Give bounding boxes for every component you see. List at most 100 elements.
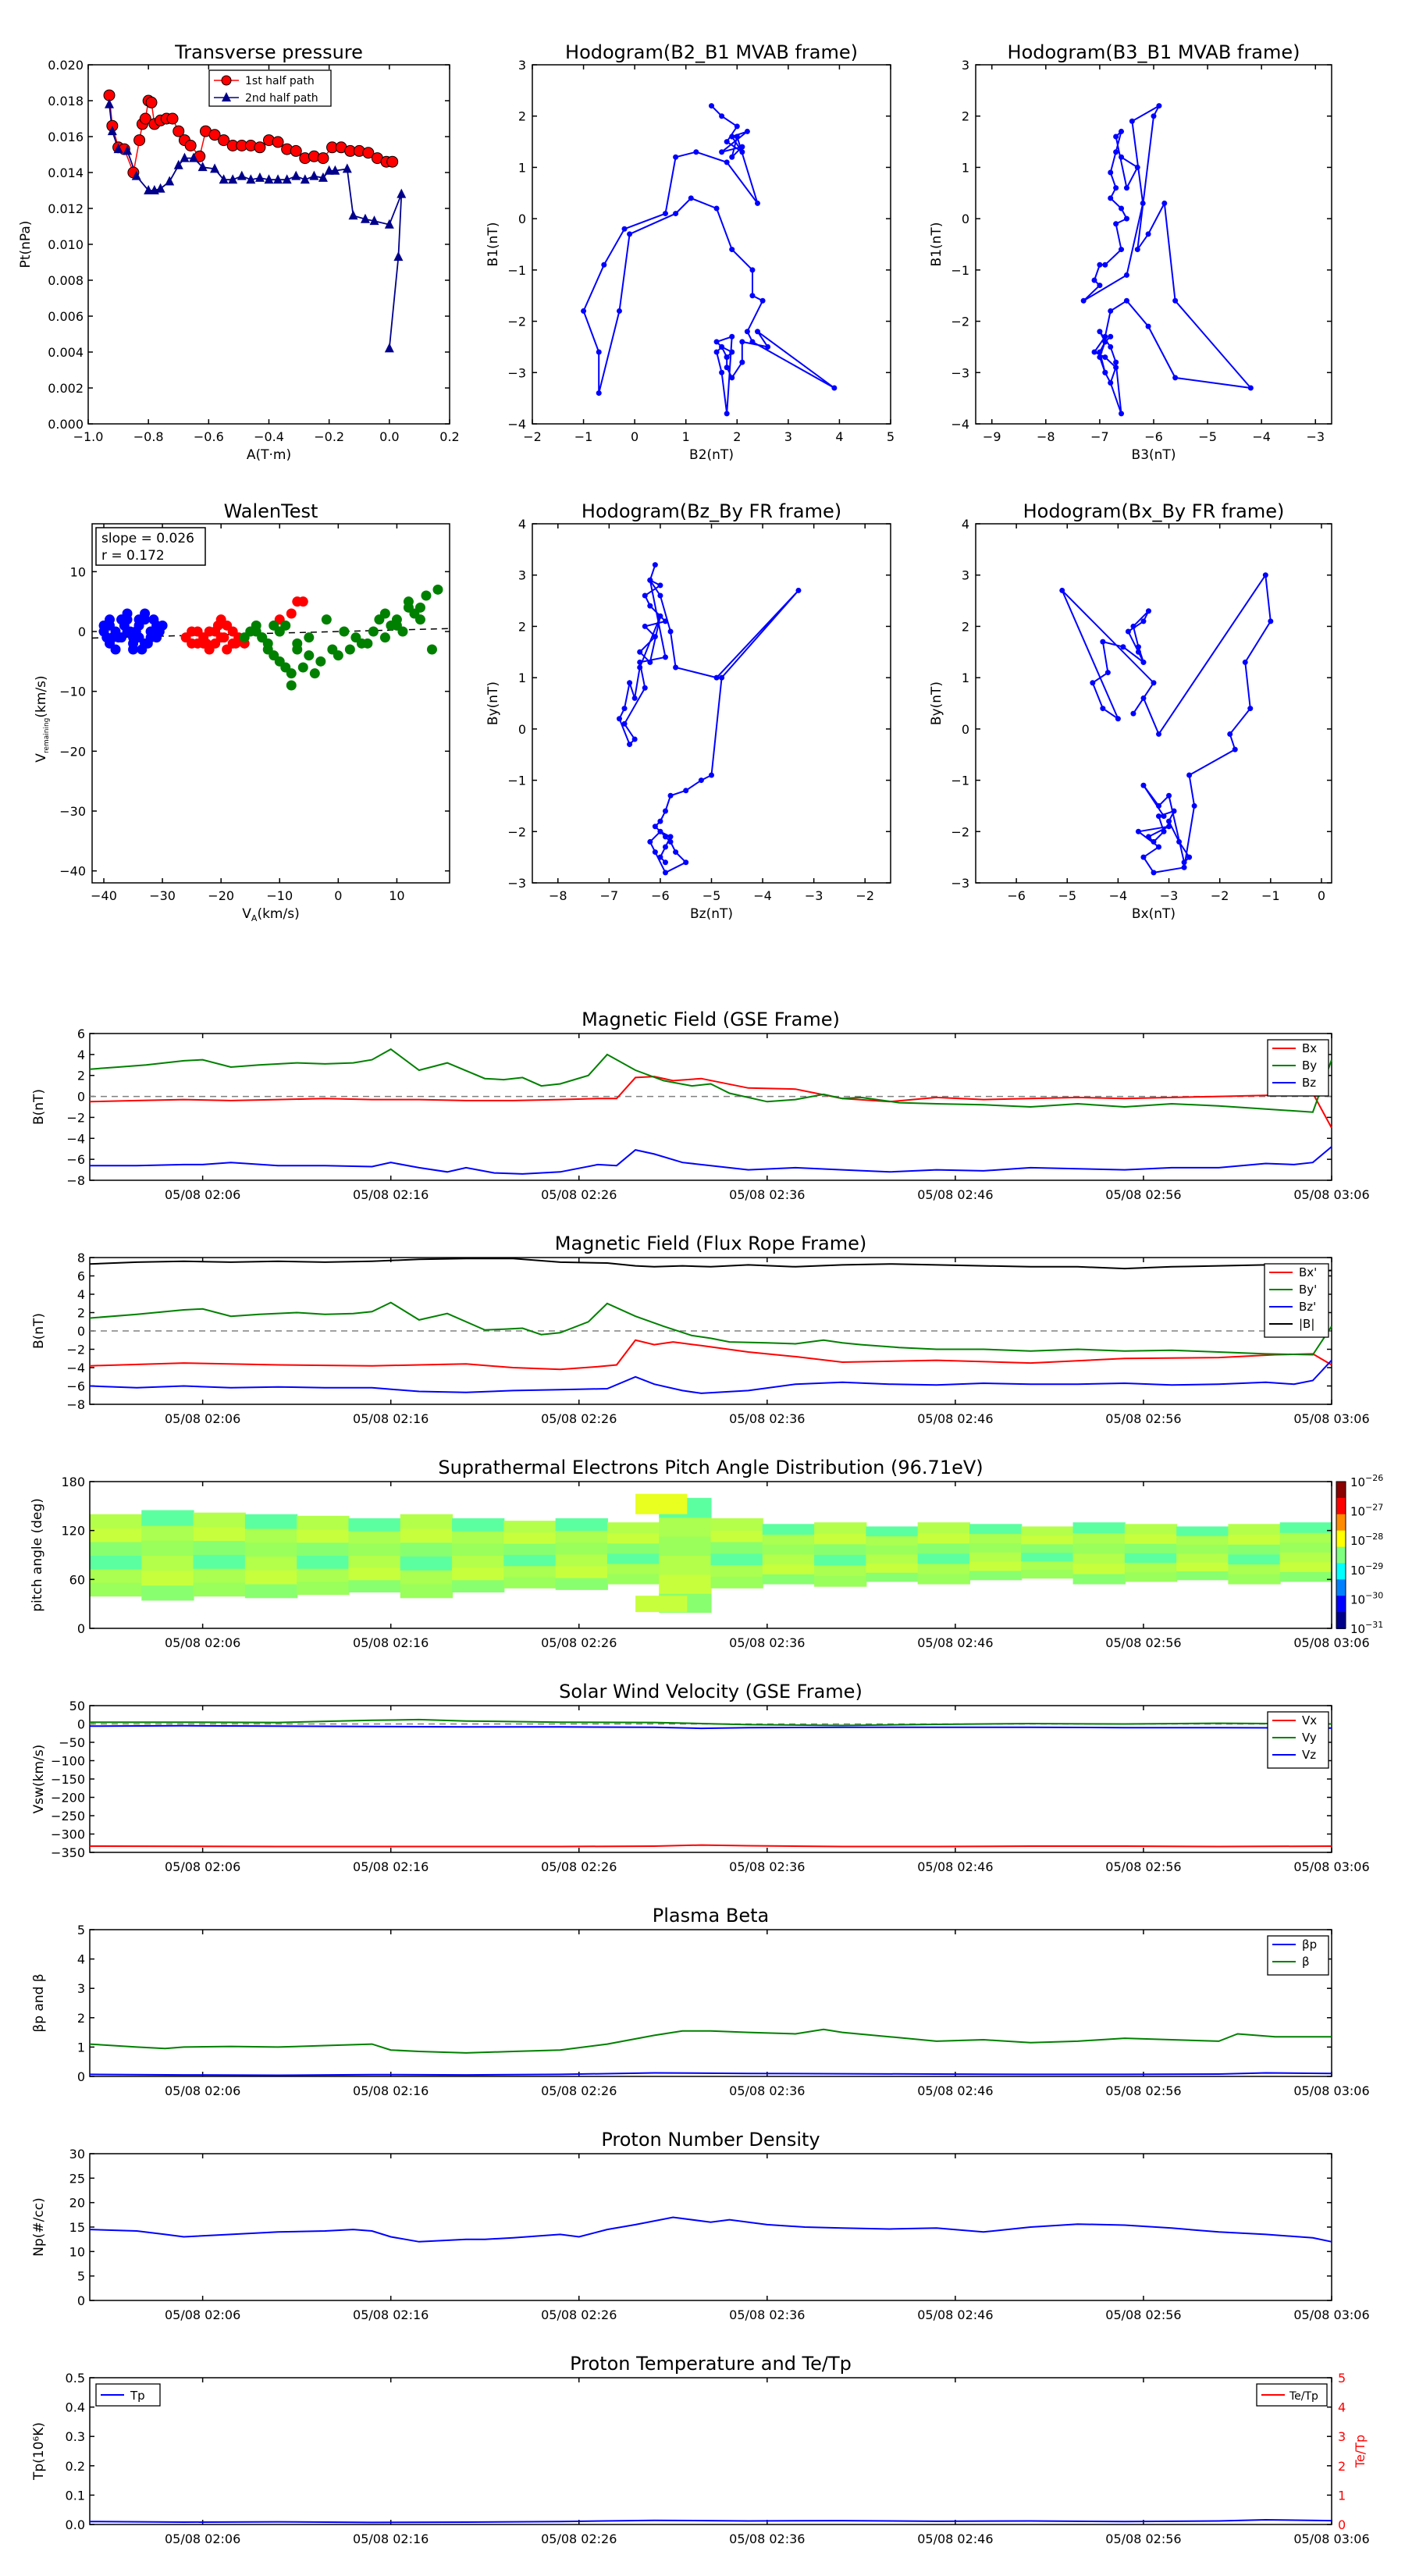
y-tick-label: −4 (507, 417, 526, 432)
time-tick-label: 05/08 02:56 (1105, 1635, 1181, 1650)
pad-cell (1021, 1526, 1074, 1536)
hodogram-point (1113, 365, 1119, 371)
y-tick-label: −2 (951, 315, 969, 329)
data-point-1st-half (272, 136, 284, 148)
hodogram-point (683, 859, 689, 866)
x-tick-label: 0 (334, 888, 342, 903)
pad-cell (452, 1542, 505, 1556)
time-tick-label: 05/08 03:06 (1293, 2307, 1369, 2322)
y-tick-label: 6 (77, 1269, 85, 1284)
legend-tp: Tp (95, 2383, 161, 2407)
hodogram-point (1100, 706, 1106, 712)
hodogram-point (667, 792, 674, 799)
pad-cell (297, 1528, 350, 1543)
hodogram-point (616, 308, 622, 314)
pad-cell (348, 1555, 401, 1568)
data-point-2nd-half (123, 145, 133, 155)
x-axis-label-unit: (km/s) (257, 906, 299, 922)
data-point-2nd-half (273, 174, 283, 184)
colorbar-segment (1336, 1497, 1346, 1515)
hodogram-point (1059, 587, 1065, 593)
hodogram-point (1156, 802, 1162, 809)
y-tick-label: 0.010 (48, 237, 84, 252)
series-line-Bz (90, 1146, 1332, 1175)
walen-point-blue (142, 638, 153, 649)
pad-cell (814, 1543, 867, 1555)
pad-cell (917, 1563, 970, 1574)
time-tick-label: 05/08 02:16 (353, 2307, 429, 2322)
pad-cell (1176, 1526, 1229, 1536)
pad-cell (1176, 1544, 1229, 1554)
hodogram-point (744, 329, 750, 335)
y-tick-label: 10 (69, 2244, 85, 2259)
hodogram-point (1156, 731, 1162, 737)
hodogram-point (1108, 379, 1114, 386)
time-tick-label: 05/08 02:26 (541, 1635, 617, 1650)
stats-box (95, 527, 206, 566)
hodogram-point (1120, 644, 1126, 650)
x-tick-label: −1 (1261, 888, 1280, 903)
hodogram-point (1113, 221, 1119, 227)
x-tick-label: −6 (1144, 429, 1163, 444)
y-axis-label: Vremaining(km/s) (34, 675, 51, 762)
time-tick-label: 05/08 03:06 (1293, 1859, 1369, 1874)
colorbar-exponent: −28 (1365, 1532, 1383, 1542)
y-tick-label: 0.1 (66, 2488, 85, 2503)
hodogram-point (759, 297, 766, 304)
hodogram-point (729, 133, 735, 140)
pad-cell (141, 1570, 194, 1586)
pad-cell (1228, 1573, 1281, 1585)
legend-label: Bx (1302, 1041, 1317, 1055)
colorbar-exponent: −29 (1365, 1561, 1383, 1571)
y-tick-label: 0.004 (48, 345, 84, 360)
walen-point-green (304, 632, 315, 643)
y-tick-label: 15 (69, 2220, 85, 2235)
time-tick-label: 05/08 03:06 (1293, 2083, 1369, 2098)
y-tick-label: −10 (59, 685, 86, 699)
hodogram-point (729, 154, 735, 160)
y-tick-label: 0.000 (48, 417, 84, 432)
walen-point-green (292, 644, 303, 655)
walen-point-green (403, 602, 414, 613)
data-point-1st-half (208, 129, 221, 141)
hodogram-point (667, 838, 674, 845)
hodogram-point (831, 385, 838, 391)
pad-cell (193, 1526, 246, 1542)
y-tick-label: −8 (66, 1397, 85, 1412)
pad-cell (659, 1535, 712, 1556)
legend-label: Te/Tp (1289, 2390, 1318, 2403)
time-tick-label: 05/08 02:06 (165, 2532, 240, 2546)
hodogram-point (662, 844, 668, 850)
hodogram-point (1166, 824, 1172, 830)
walen-point-green (309, 668, 320, 679)
x-tick-label: −6 (1007, 888, 1026, 903)
y-tick-label: 4 (518, 517, 526, 532)
colorbar-frame (1336, 1481, 1346, 1629)
pad-cell (866, 1535, 919, 1546)
walen-point-green (315, 656, 326, 667)
hodogram-point (657, 818, 663, 824)
data-point-1st-half (173, 125, 185, 137)
y2-tick-label: 0 (1338, 2517, 1346, 2532)
x-axis-label: B3(nT) (1132, 447, 1176, 463)
y-tick-label: 0 (77, 2293, 85, 2308)
time-tick-label: 05/08 02:36 (729, 1635, 805, 1650)
y-tick-label: 2 (962, 619, 969, 634)
legend: 1st half path 2nd half path (208, 69, 332, 107)
panel-title: Plasma Beta (653, 1905, 769, 1927)
pad-cell (297, 1555, 350, 1569)
y-tick-label: −250 (51, 1809, 85, 1823)
pad-cell (555, 1553, 608, 1567)
pad-cell (90, 1514, 143, 1529)
hodogram-point (621, 226, 628, 232)
y-tick-label: 3 (962, 568, 969, 583)
pad-cell (193, 1540, 246, 1555)
time-tick-label: 05/08 02:36 (729, 1187, 805, 1202)
data-point-2nd-half (237, 170, 247, 180)
y-axis-label: Tp(10⁶K) (31, 2422, 47, 2481)
y-tick-label: 120 (61, 1524, 85, 1539)
data-point-2nd-half (228, 174, 238, 184)
hodogram-point (621, 720, 628, 727)
y-tick-label: 3 (518, 568, 526, 583)
